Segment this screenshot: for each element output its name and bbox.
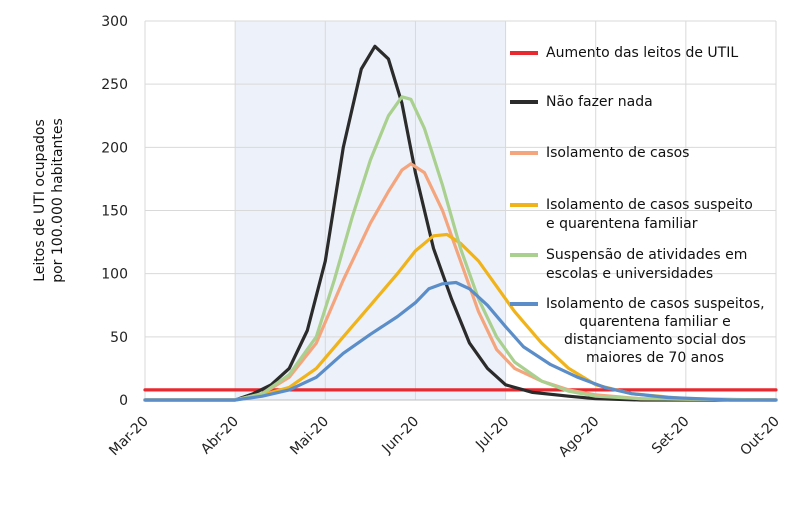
series-line-4: [143, 95, 778, 402]
legend-label-line: Suspensão de atividades em: [546, 247, 747, 263]
series-line-5: [143, 280, 778, 402]
x-tick-label: Mar-20: [106, 414, 152, 460]
y-axis-label-line: Leitos de UTI ocupados: [32, 119, 48, 282]
legend-label-0: Aumento das leitos de UTIL: [546, 45, 738, 61]
grid: [144, 20, 777, 401]
legend-label-line: escolas e universidades: [546, 266, 713, 282]
legend-label-line: maiores de 70 anos: [586, 350, 724, 366]
legend-label-4: Suspensão de atividades em escolas e univ…: [546, 247, 747, 282]
y-tick-label: 0: [119, 393, 128, 409]
x-tick-label: Jul-20: [472, 414, 512, 454]
x-tick-label: Jun-20: [379, 414, 423, 458]
x-tick-label: Out-20: [737, 414, 782, 459]
x-tick-label: Ago-20: [556, 414, 603, 461]
legend-label-5: Isolamento de casos suspeitos, quarentena…: [546, 296, 765, 366]
y-tick-label: 200: [101, 140, 128, 156]
legend-label-2: Isolamento de casos: [546, 145, 689, 161]
legend-label-line: Isolamento de casos suspeito: [546, 197, 753, 213]
y-tick-label: 250: [101, 77, 128, 93]
legend-label-line: Não fazer nada: [546, 94, 653, 110]
y-axis-label: Leitos de UTI ocupados por 100.000 habita…: [32, 118, 66, 283]
x-tick-label: Abr-20: [198, 414, 242, 458]
series-line-1: [143, 44, 778, 402]
legend-label-line: quarentena familiar e: [579, 314, 731, 330]
legend: Aumento das leitos de UTIL Não fazer nada…: [510, 45, 765, 366]
y-tick-label: 300: [101, 14, 128, 30]
x-tick-label: Mai-20: [287, 414, 332, 459]
series: [143, 44, 778, 402]
y-axis-label-line: por 100.000 habitantes: [50, 118, 66, 283]
legend-label-line: distanciamento social dos: [564, 332, 746, 348]
y-tick-label: 100: [101, 267, 128, 283]
legend-label-line: Aumento das leitos de UTIL: [546, 45, 738, 61]
legend-label-line: Isolamento de casos suspeitos,: [546, 296, 765, 312]
x-tick-label: Set-20: [649, 414, 693, 458]
y-tick-label: 50: [110, 330, 128, 346]
legend-label-line: Isolamento de casos: [546, 145, 689, 161]
legend-label-line: e quarentena familiar: [546, 216, 698, 232]
legend-label-1: Não fazer nada: [546, 94, 653, 110]
y-tick-label: 150: [101, 204, 128, 220]
legend-label-3: Isolamento de casos suspeito e quarentena…: [546, 197, 753, 232]
